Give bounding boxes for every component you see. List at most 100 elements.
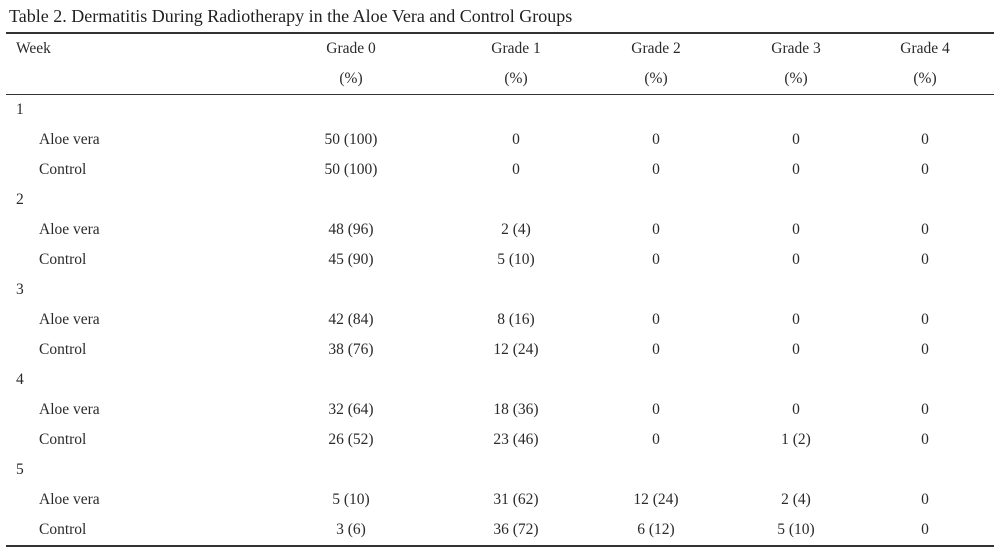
header-week: Week [16, 40, 51, 57]
header-grade-0-unit: (%) [339, 70, 363, 87]
week-row: 3 [6, 275, 994, 305]
week-row: 1 [6, 95, 994, 125]
week-number: 2 [16, 191, 24, 208]
week-row: 5 [6, 455, 994, 485]
group-label: Aloe vera [39, 221, 100, 238]
grade-4-cell: 0 [921, 311, 929, 328]
table-header: Week Grade 0 Grade 1 Grade 2 Grade 3 Gra… [6, 34, 994, 95]
table-row: Aloe vera 50 (100) 0 0 0 0 [6, 125, 994, 155]
header-grade-2: Grade 2 [631, 40, 681, 57]
header-grade-3: Grade 3 [771, 40, 821, 57]
table-row: Control 26 (52) 23 (46) 0 1 (2) 0 [6, 425, 994, 455]
grade-2-cell: 0 [652, 131, 660, 148]
grade-1-cell: 8 (16) [497, 311, 535, 328]
header-grade-1-unit: (%) [504, 70, 528, 87]
week-number: 5 [16, 461, 24, 478]
grade-4-cell: 0 [921, 221, 929, 238]
table-row: Control 38 (76) 12 (24) 0 0 0 [6, 335, 994, 365]
table-row: Aloe vera 48 (96) 2 (4) 0 0 0 [6, 215, 994, 245]
grade-1-cell: 5 (10) [497, 251, 535, 268]
grade-0-cell: 32 (64) [328, 401, 374, 418]
header-grade-4: Grade 4 [900, 40, 950, 57]
grade-0-cell: 5 (10) [332, 491, 370, 508]
grade-0-cell: 42 (84) [328, 311, 374, 328]
table-row: Control 50 (100) 0 0 0 0 [6, 155, 994, 185]
grade-3-cell: 1 (2) [781, 431, 811, 448]
grade-2-cell: 0 [652, 341, 660, 358]
grade-0-cell: 45 (90) [328, 251, 374, 268]
grade-3-cell: 0 [792, 311, 800, 328]
table-caption: Table 2. Dermatitis During Radiotherapy … [9, 6, 573, 26]
group-label: Aloe vera [39, 131, 100, 148]
grade-2-cell: 0 [652, 431, 660, 448]
header-grade-0: Grade 0 [326, 40, 376, 57]
table-bottom-rule [6, 545, 994, 548]
header-row-units: (%) (%) (%) (%) (%) [6, 64, 994, 95]
grade-4-cell: 0 [921, 401, 929, 418]
grade-3-cell: 0 [792, 221, 800, 238]
week-number: 4 [16, 371, 24, 388]
table-row: Control 3 (6) 36 (72) 6 (12) 5 (10) 0 [6, 515, 994, 546]
grade-4-cell: 0 [921, 431, 929, 448]
grade-0-cell: 38 (76) [328, 341, 374, 358]
table-row: Aloe vera 32 (64) 18 (36) 0 0 0 [6, 395, 994, 425]
group-label: Control [39, 431, 87, 448]
grade-3-cell: 0 [792, 401, 800, 418]
table-top-rule [6, 32, 994, 34]
grade-1-cell: 36 (72) [493, 521, 539, 538]
header-row-labels: Week Grade 0 Grade 1 Grade 2 Grade 3 Gra… [6, 34, 994, 64]
group-label: Control [39, 251, 87, 268]
grade-2-cell: 0 [652, 401, 660, 418]
header-separator [6, 94, 994, 95]
dermatitis-table-container: Week Grade 0 Grade 1 Grade 2 Grade 3 Gra… [6, 32, 994, 548]
header-grade-4-unit: (%) [913, 70, 937, 87]
week-number: 3 [16, 281, 24, 298]
header-week-spacer [6, 64, 246, 95]
grade-1-cell: 2 (4) [501, 221, 531, 238]
grade-0-cell: 50 (100) [324, 161, 378, 178]
grade-2-cell: 0 [652, 311, 660, 328]
grade-4-cell: 0 [921, 341, 929, 358]
grade-3-cell: 0 [792, 161, 800, 178]
group-label: Control [39, 521, 87, 538]
grade-0-cell: 50 (100) [324, 131, 378, 148]
header-grade-2-unit: (%) [644, 70, 668, 87]
table-row: Aloe vera 5 (10) 31 (62) 12 (24) 2 (4) 0 [6, 485, 994, 515]
dermatitis-table: Week Grade 0 Grade 1 Grade 2 Grade 3 Gra… [6, 34, 994, 548]
group-label: Aloe vera [39, 401, 100, 418]
grade-3-cell: 5 (10) [777, 521, 815, 538]
grade-1-cell: 12 (24) [493, 341, 539, 358]
group-label: Control [39, 161, 87, 178]
week-number: 1 [16, 101, 24, 118]
grade-2-cell: 12 (24) [633, 491, 679, 508]
grade-2-cell: 0 [652, 221, 660, 238]
grade-2-cell: 6 (12) [637, 521, 675, 538]
header-grade-3-unit: (%) [784, 70, 808, 87]
table-row: Aloe vera 42 (84) 8 (16) 0 0 0 [6, 305, 994, 335]
grade-4-cell: 0 [921, 161, 929, 178]
grade-4-cell: 0 [921, 131, 929, 148]
header-grade-1: Grade 1 [491, 40, 541, 57]
grade-0-cell: 3 (6) [336, 521, 366, 538]
grade-3-cell: 0 [792, 251, 800, 268]
week-row: 4 [6, 365, 994, 395]
group-label: Aloe vera [39, 491, 100, 508]
week-row: 2 [6, 185, 994, 215]
grade-3-cell: 2 (4) [781, 491, 811, 508]
table-row: Control 45 (90) 5 (10) 0 0 0 [6, 245, 994, 275]
group-label: Control [39, 341, 87, 358]
grade-4-cell: 0 [921, 491, 929, 508]
grade-1-cell: 23 (46) [493, 431, 539, 448]
grade-2-cell: 0 [652, 251, 660, 268]
grade-4-cell: 0 [921, 251, 929, 268]
grade-1-cell: 0 [512, 161, 520, 178]
grade-3-cell: 0 [792, 131, 800, 148]
grade-3-cell: 0 [792, 341, 800, 358]
grade-4-cell: 0 [921, 521, 929, 538]
table-body: 1 Aloe vera 50 (100) 0 0 0 0 Control 50 … [6, 95, 994, 548]
grade-1-cell: 31 (62) [493, 491, 539, 508]
grade-1-cell: 18 (36) [493, 401, 539, 418]
grade-0-cell: 26 (52) [328, 431, 374, 448]
grade-1-cell: 0 [512, 131, 520, 148]
grade-0-cell: 48 (96) [328, 221, 374, 238]
